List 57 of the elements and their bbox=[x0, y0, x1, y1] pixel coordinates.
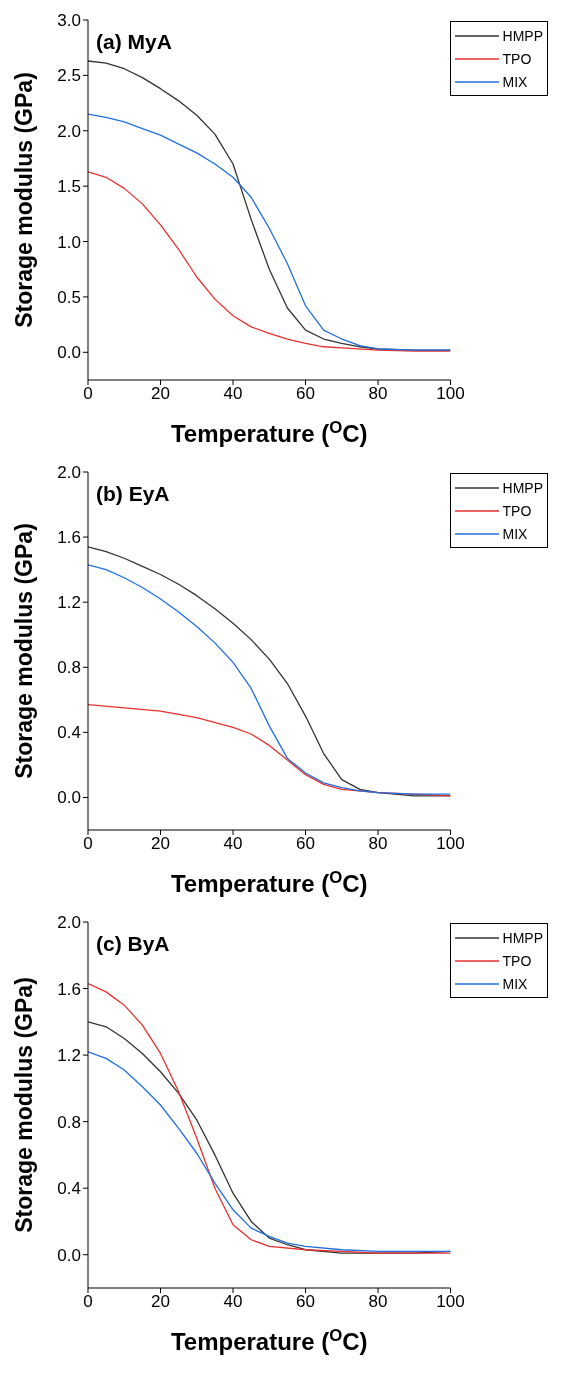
x-tick-label: 0 bbox=[83, 1292, 93, 1312]
y-tick-label: 2.0 bbox=[57, 121, 81, 141]
x-tick-label: 20 bbox=[151, 1292, 170, 1312]
y-tick-label: 0.0 bbox=[57, 343, 81, 363]
text: (a) MyA bbox=[96, 30, 172, 54]
y-tick-label: 1.5 bbox=[57, 177, 81, 197]
x-tick-label: 0 bbox=[83, 384, 93, 404]
y-axis-title: Storage modulus (GPa) bbox=[11, 72, 37, 328]
line-series bbox=[88, 113, 451, 351]
legend-label: HMPP bbox=[502, 479, 543, 496]
x-tick-label: 80 bbox=[368, 834, 388, 854]
legend-label: MIX bbox=[502, 525, 528, 542]
text: (c) ByA bbox=[96, 932, 170, 956]
legend-label: TPO bbox=[502, 50, 532, 67]
x-tick-label: 40 bbox=[223, 834, 243, 854]
y-tick-label: 0.8 bbox=[57, 658, 81, 678]
legend-label: MIX bbox=[502, 975, 528, 992]
text: (b) EyA bbox=[96, 482, 170, 506]
y-tick-label: 0.0 bbox=[57, 1245, 81, 1265]
y-tick-label: 2.5 bbox=[57, 66, 81, 86]
x-tick-label: 0 bbox=[83, 834, 93, 854]
x-tick-label: 60 bbox=[296, 834, 315, 854]
legend-label: TPO bbox=[502, 952, 532, 969]
y-tick-label: 0.8 bbox=[57, 1112, 81, 1132]
y-tick-label: 2.0 bbox=[57, 913, 81, 933]
x-tick-label: 100 bbox=[436, 384, 465, 404]
y-tick-label: 1.6 bbox=[57, 979, 81, 999]
x-tick-label: 100 bbox=[436, 834, 465, 854]
x-tick-label: 80 bbox=[368, 384, 388, 404]
legend-label: TPO bbox=[502, 502, 532, 519]
y-axis-title: Storage modulus (GPa) bbox=[11, 523, 37, 779]
x-tick-label: 100 bbox=[436, 1292, 465, 1312]
x-axis-title: Temperature ($^{O}$C) bbox=[170, 1325, 368, 1355]
y-axis-title: Storage modulus (GPa) bbox=[11, 977, 37, 1233]
y-tick-label: 1.2 bbox=[57, 593, 81, 613]
line-series bbox=[88, 171, 451, 352]
y-tick-label: 1.6 bbox=[57, 528, 81, 548]
x-tick-label: 20 bbox=[151, 384, 170, 404]
x-tick-label: 60 bbox=[296, 1292, 315, 1312]
legend-label: HMPP bbox=[502, 929, 543, 946]
y-tick-label: 0.4 bbox=[57, 1179, 81, 1199]
x-tick-label: 40 bbox=[223, 384, 243, 404]
x-axis-title: Temperature ($^{O}$C) bbox=[170, 867, 368, 897]
y-tick-label: 3.0 bbox=[57, 11, 81, 31]
x-tick-label: 60 bbox=[296, 384, 315, 404]
y-tick-label: 1.2 bbox=[57, 1046, 81, 1066]
x-tick-label: 80 bbox=[368, 1292, 388, 1312]
y-tick-label: 2.0 bbox=[57, 463, 81, 483]
legend-label: HMPP bbox=[502, 27, 543, 44]
legend-label: MIX bbox=[502, 73, 528, 90]
y-tick-label: 0.0 bbox=[57, 788, 81, 808]
x-tick-label: 20 bbox=[151, 834, 170, 854]
x-tick-label: 40 bbox=[223, 1292, 243, 1312]
y-tick-label: 0.4 bbox=[57, 723, 81, 743]
x-axis-title: Temperature ($^{O}$C) bbox=[170, 417, 368, 447]
y-tick-label: 1.0 bbox=[57, 232, 81, 252]
y-tick-label: 0.5 bbox=[57, 287, 81, 307]
